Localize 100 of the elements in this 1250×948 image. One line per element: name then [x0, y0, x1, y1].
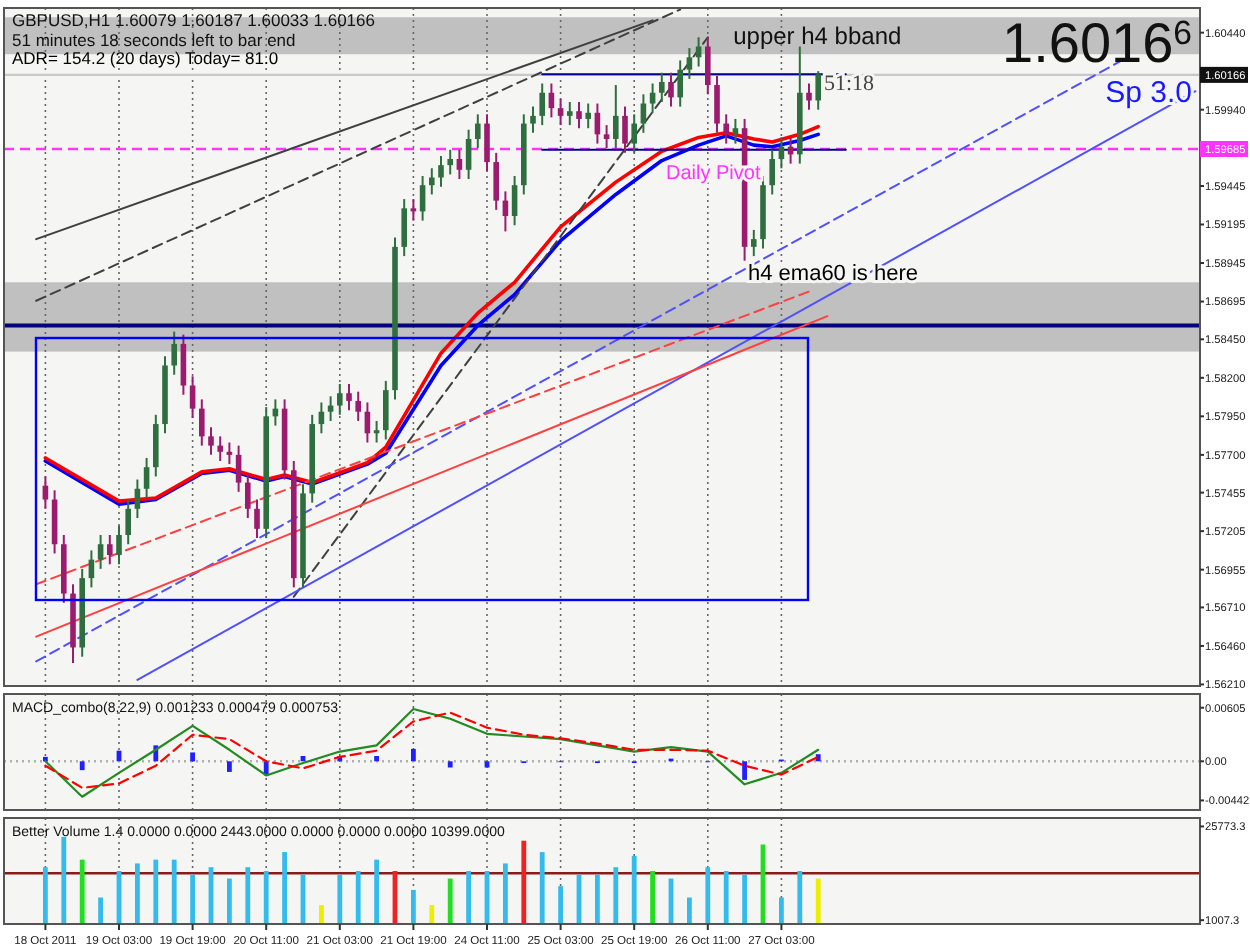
bar: [227, 878, 232, 924]
candlestick: [769, 148, 775, 196]
candlestick: [668, 71, 674, 108]
candlestick: [806, 82, 812, 111]
bar: [43, 756, 48, 762]
annotation: 1.6016$^{6}$: [1002, 12, 1192, 74]
bar: [43, 867, 48, 924]
bar: [466, 871, 471, 924]
bar: [153, 859, 159, 924]
candlestick: [208, 426, 214, 456]
candlestick: [447, 148, 453, 176]
bar: [79, 859, 85, 924]
bar: [779, 897, 784, 924]
candlestick: [714, 74, 720, 134]
candlestick: [97, 533, 104, 570]
candlestick: [751, 228, 757, 258]
bar: [595, 874, 600, 924]
candlestick: [465, 128, 472, 181]
bar: [447, 878, 453, 924]
bar: [79, 761, 85, 771]
chart-title: GBPUSD,H1 1.60079 1.60187 1.60033 1.60166: [12, 10, 376, 30]
bar: [521, 840, 527, 924]
bar: [61, 836, 67, 924]
candlestick: [585, 102, 591, 130]
candlestick: [429, 167, 435, 196]
candlestick: [116, 524, 122, 566]
annotation: ADR= 154.2 (20 days) Today= 81.0: [12, 48, 279, 68]
bar: [815, 754, 821, 762]
bar: [815, 878, 821, 924]
bar: [687, 897, 692, 924]
bar: [227, 761, 232, 772]
candlestick: [539, 82, 545, 127]
candlestick: [355, 390, 361, 422]
candlestick: [438, 154, 444, 188]
candlestick: [125, 498, 131, 546]
candlestick: [723, 113, 729, 145]
candlestick: [245, 472, 251, 520]
bar: [723, 871, 729, 924]
candlestick: [254, 498, 260, 540]
candlestick: [235, 444, 242, 493]
bar: [631, 855, 637, 924]
candlestick: [217, 435, 223, 463]
bar: [282, 852, 287, 924]
bar: [337, 874, 343, 924]
candlestick: [153, 413, 159, 478]
annotation: Sp 3.0: [1105, 76, 1192, 110]
bar: [650, 871, 655, 924]
candlestick: [567, 101, 573, 127]
candlestick: [475, 113, 481, 150]
candlestick: [613, 84, 619, 150]
bar: [171, 859, 177, 924]
candlestick: [677, 59, 683, 108]
candlestick: [199, 398, 205, 447]
bar: [797, 871, 803, 924]
band-label: upper h4 bband: [733, 21, 902, 50]
bar: [190, 752, 195, 762]
bar: [742, 874, 747, 924]
candlestick: [631, 113, 637, 154]
candlestick: [346, 382, 352, 412]
bar: [429, 905, 435, 924]
bar: [503, 863, 508, 924]
bar: [98, 897, 103, 924]
candlestick: [484, 113, 490, 173]
candlestick: [401, 198, 407, 258]
bar: [447, 761, 453, 768]
candlestick: [143, 456, 150, 500]
candlestick: [493, 151, 499, 211]
candlestick: [659, 71, 665, 103]
candlestick: [686, 47, 693, 80]
candlestick: [530, 105, 536, 134]
candlestick: [603, 124, 610, 150]
candlestick: [622, 105, 628, 154]
bar: [190, 874, 195, 924]
bar: [263, 871, 269, 924]
bar: [374, 755, 379, 762]
bar: [539, 852, 545, 924]
candlestick: [337, 382, 343, 416]
candlestick: [649, 82, 656, 114]
candlestick: [557, 97, 564, 127]
annotation: 51:18: [824, 71, 876, 96]
candlestick: [705, 36, 711, 96]
bar: [558, 886, 563, 924]
candlestick: [456, 148, 463, 181]
candlestick: [107, 533, 113, 566]
bar: [411, 889, 416, 924]
bar: [411, 748, 416, 762]
candlestick: [511, 174, 518, 227]
candlestick: [42, 475, 49, 510]
candlestick: [180, 333, 187, 396]
bar: [355, 871, 361, 924]
bar: [705, 867, 711, 924]
candlestick: [815, 70, 821, 111]
candlestick: [576, 101, 582, 130]
candlestick: [383, 379, 389, 441]
bar: [319, 905, 324, 924]
bar: [613, 867, 619, 924]
text: 51 minutes 18 seconds left to bar end: [12, 30, 297, 50]
candlestick: [171, 330, 177, 376]
bar: [245, 867, 251, 924]
bar: [374, 859, 379, 924]
